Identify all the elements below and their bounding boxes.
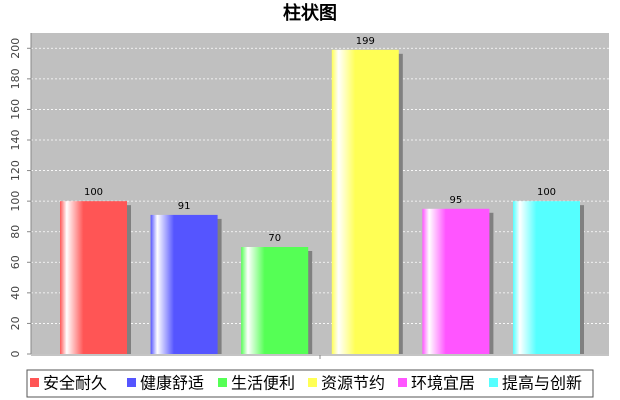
legend-swatch bbox=[308, 378, 317, 387]
legend-swatch bbox=[127, 378, 136, 387]
y-tick-label: 20 bbox=[9, 316, 22, 330]
value-label: 70 bbox=[268, 233, 281, 244]
legend-label: 安全耐久 bbox=[43, 374, 107, 393]
legend-swatch bbox=[489, 378, 498, 387]
value-label: 100 bbox=[84, 187, 103, 198]
legend-swatch bbox=[398, 378, 407, 387]
legend-label: 提高与创新 bbox=[502, 374, 582, 393]
legend-box bbox=[26, 369, 594, 398]
legend-label: 健康舒适 bbox=[140, 374, 204, 393]
y-tick-label: 80 bbox=[9, 225, 22, 239]
y-tick-label: 40 bbox=[9, 286, 22, 300]
y-tick-label: 100 bbox=[9, 191, 22, 212]
bar bbox=[150, 214, 218, 354]
y-tick-label: 120 bbox=[9, 160, 22, 181]
bar bbox=[422, 208, 490, 354]
y-tick-label: 200 bbox=[9, 38, 22, 59]
value-label: 100 bbox=[537, 187, 556, 198]
legend-label: 环境宜居 bbox=[411, 374, 475, 393]
y-tick-label: 0 bbox=[9, 351, 22, 358]
legend-swatch bbox=[218, 378, 227, 387]
bar bbox=[331, 49, 399, 355]
chart-title: 柱状图 bbox=[283, 2, 337, 24]
legend-label: 生活便利 bbox=[231, 374, 295, 393]
y-tick-label: 160 bbox=[9, 99, 22, 120]
bar bbox=[60, 201, 127, 354]
legend-label: 资源节约 bbox=[321, 374, 385, 393]
y-tick-label: 180 bbox=[9, 68, 22, 89]
y-tick-label: 60 bbox=[9, 255, 22, 269]
bar bbox=[241, 247, 309, 354]
y-tick-label: 140 bbox=[9, 130, 22, 151]
legend-swatch bbox=[30, 378, 39, 387]
value-label: 95 bbox=[450, 195, 463, 206]
value-label: 91 bbox=[178, 201, 191, 212]
bar bbox=[513, 201, 580, 354]
value-label: 199 bbox=[356, 36, 375, 47]
